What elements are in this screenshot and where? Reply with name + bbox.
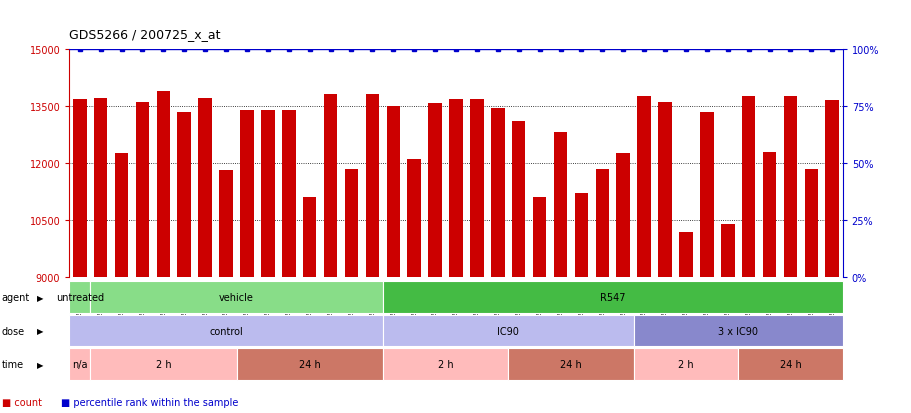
Text: IC90: IC90: [496, 326, 518, 336]
Text: 2 h: 2 h: [437, 359, 453, 369]
Text: ▶: ▶: [36, 360, 43, 369]
Bar: [804, 169, 817, 413]
Text: 2 h: 2 h: [156, 359, 171, 369]
Text: control: control: [209, 326, 242, 336]
Text: ■ percentile rank within the sample: ■ percentile rank within the sample: [61, 397, 238, 407]
Bar: [178, 112, 191, 413]
Text: untreated: untreated: [56, 292, 104, 302]
Bar: [323, 95, 337, 413]
Bar: [637, 97, 650, 413]
Bar: [658, 103, 671, 413]
Bar: [449, 100, 462, 413]
Bar: [428, 104, 442, 413]
Bar: [407, 160, 421, 413]
Bar: [73, 100, 87, 413]
Text: ▶: ▶: [36, 293, 43, 302]
Text: 3 x IC90: 3 x IC90: [717, 326, 757, 336]
Text: R547: R547: [599, 292, 625, 302]
Text: dose: dose: [2, 326, 25, 336]
Bar: [574, 194, 588, 413]
Bar: [532, 198, 546, 413]
Bar: [281, 111, 295, 413]
Text: 24 h: 24 h: [779, 359, 801, 369]
Text: 24 h: 24 h: [559, 359, 581, 369]
Bar: [553, 133, 567, 413]
Bar: [199, 99, 211, 413]
Bar: [240, 110, 253, 413]
Bar: [679, 232, 692, 413]
Text: n/a: n/a: [72, 359, 87, 369]
Bar: [115, 154, 128, 413]
Text: 2 h: 2 h: [678, 359, 693, 369]
Bar: [700, 112, 712, 413]
Bar: [365, 95, 379, 413]
Bar: [136, 103, 149, 413]
Bar: [616, 154, 630, 413]
Bar: [824, 101, 838, 413]
Text: ▶: ▶: [36, 326, 43, 335]
Text: ■ count: ■ count: [2, 397, 42, 407]
Bar: [762, 152, 775, 413]
Bar: [469, 100, 483, 413]
Text: GDS5266 / 200725_x_at: GDS5266 / 200725_x_at: [69, 28, 220, 41]
Bar: [386, 107, 400, 413]
Bar: [720, 224, 733, 413]
Bar: [511, 122, 525, 413]
Bar: [595, 169, 609, 413]
Bar: [261, 111, 274, 413]
Bar: [302, 198, 316, 413]
Bar: [219, 171, 232, 413]
Bar: [490, 109, 504, 413]
Text: 24 h: 24 h: [299, 359, 320, 369]
Bar: [157, 92, 170, 413]
Bar: [94, 99, 107, 413]
Text: vehicle: vehicle: [219, 292, 253, 302]
Bar: [344, 169, 358, 413]
Bar: [741, 97, 754, 413]
Bar: [783, 97, 796, 413]
Text: agent: agent: [2, 292, 30, 302]
Text: time: time: [2, 359, 24, 369]
